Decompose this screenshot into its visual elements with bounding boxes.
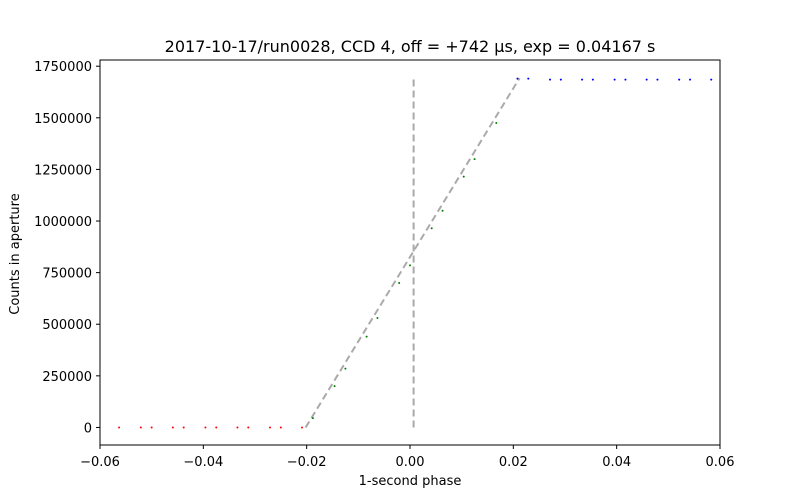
y-axis-label: Counts in aperture [8, 193, 23, 314]
data-point [710, 78, 713, 81]
data-point [495, 121, 498, 124]
data-point [365, 335, 368, 338]
data-point [279, 426, 282, 429]
x-tick-label: −0.06 [80, 455, 120, 470]
x-tick-label: −0.02 [287, 455, 327, 470]
data-point [462, 175, 465, 178]
fit-line [304, 77, 521, 428]
data-point [247, 426, 250, 429]
data-point [182, 426, 185, 429]
plot-frame [99, 59, 721, 446]
x-axis-label: 1-second phase [359, 474, 462, 489]
data-point [118, 426, 121, 429]
data-point [301, 426, 304, 429]
y-tick-label: 0 [84, 421, 92, 436]
data-point [527, 77, 530, 80]
data-point [656, 78, 659, 81]
data-point [549, 78, 552, 81]
data-point [344, 367, 347, 370]
data-point [268, 426, 271, 429]
y-tick-label: 1000000 [34, 215, 92, 230]
data-point [624, 78, 627, 81]
x-axis-ticks: −0.06 −0.04 −0.02 0.00 0.02 0.04 0.06 [80, 445, 734, 470]
y-tick-label: 1500000 [34, 112, 92, 127]
data-point [376, 317, 379, 320]
y-tick-label: 1750000 [34, 60, 92, 75]
y-tick-label: 250000 [42, 370, 92, 385]
y-tick-label: 500000 [42, 318, 92, 333]
data-point [689, 78, 692, 81]
x-tick-label: 0.00 [396, 455, 425, 470]
data-point [613, 78, 616, 81]
data-point [311, 417, 314, 420]
data-point [581, 78, 584, 81]
data-point [139, 426, 142, 429]
data-point [678, 78, 681, 81]
plot-area [118, 77, 713, 429]
x-tick-label: 0.02 [499, 455, 528, 470]
data-point [591, 78, 594, 81]
data-point [441, 209, 444, 212]
data-point [204, 426, 207, 429]
chart-title: 2017-10-17/run0028, CCD 4, off = +742 μs… [165, 37, 656, 56]
x-tick-label: 0.04 [602, 455, 631, 470]
y-axis-ticks: 0 250000 500000 750000 1000000 1250000 1500000… [34, 60, 100, 436]
x-tick-label: 0.06 [706, 455, 735, 470]
data-point [398, 281, 401, 284]
data-point [516, 77, 519, 80]
data-point [645, 78, 648, 81]
y-tick-label: 750000 [42, 267, 92, 282]
data-point [171, 426, 174, 429]
data-point [236, 426, 239, 429]
data-point [150, 426, 153, 429]
y-tick-label: 1250000 [34, 163, 92, 178]
data-point [430, 227, 433, 230]
x-tick-label: −0.04 [183, 455, 223, 470]
data-point [409, 264, 411, 267]
data-point [215, 426, 218, 429]
data-point [333, 385, 336, 388]
data-point [559, 78, 562, 81]
data-point [473, 158, 476, 161]
